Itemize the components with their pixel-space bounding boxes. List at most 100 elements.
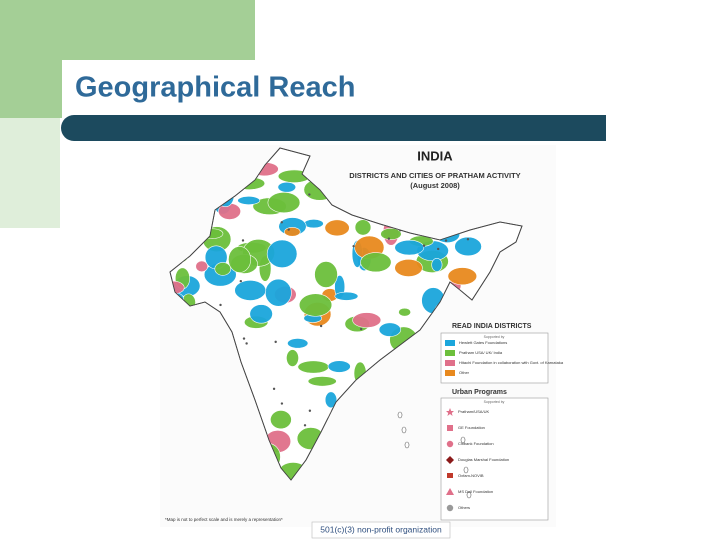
supported-by: Supported by <box>484 335 505 339</box>
legend-swatch <box>445 350 455 356</box>
district-patch <box>327 360 351 373</box>
district-patch <box>447 267 478 286</box>
city-dot <box>272 387 276 391</box>
legend-swatch <box>445 370 455 376</box>
city-dot <box>422 244 426 247</box>
legend-symbol <box>446 408 454 416</box>
urban-legend-title: Urban Programs <box>452 389 507 396</box>
island <box>463 466 469 474</box>
city-dot <box>352 244 355 248</box>
city-dot <box>280 221 283 224</box>
footer-text: 501(c)(3) non-profit organization <box>320 524 442 534</box>
slide-title: Geographical Reach <box>75 72 355 104</box>
supported-by: Supported by <box>484 400 505 404</box>
map-subtitle: DISTRICTS AND CITIES OF PRATHAM ACTIVITY <box>349 171 520 180</box>
footer-box <box>311 521 451 539</box>
districts-legend-title: READ INDIA DISTRICTS <box>452 323 532 330</box>
district-patch <box>307 376 337 387</box>
legend-label: Oxfam-NOVIB <box>458 473 484 478</box>
city-dot <box>287 228 290 231</box>
district-patch <box>378 322 402 337</box>
city-dot <box>308 193 311 196</box>
legend-label: Pratham USA/ UK/ India <box>459 350 503 355</box>
district-patch <box>234 280 267 301</box>
legend-symbol <box>446 504 454 512</box>
city-dot <box>359 327 363 331</box>
island <box>404 441 410 449</box>
city-dot <box>387 237 391 240</box>
city-dot <box>319 324 323 328</box>
district-patch <box>237 196 261 205</box>
island <box>466 491 472 499</box>
district-patch <box>267 192 301 214</box>
legend-label: MS Dell Foundation <box>458 489 493 494</box>
map-title: INDIA <box>417 148 453 163</box>
title-bar <box>61 115 606 141</box>
legend-label: Others <box>458 505 470 510</box>
district-patch <box>324 391 338 409</box>
district-patch <box>394 258 423 277</box>
district-patch <box>352 312 382 328</box>
legend-label: Douglas Marshal Foundation <box>458 457 509 462</box>
district-patch <box>314 261 338 288</box>
legend-label: Other <box>459 370 470 375</box>
district-patch <box>286 349 299 367</box>
title-area <box>62 60 622 118</box>
district-patch <box>249 304 273 324</box>
legend-label: GE Foundation <box>458 425 485 430</box>
city-dot <box>308 409 312 412</box>
district-patch <box>214 262 232 276</box>
city-dot <box>241 239 245 242</box>
legend-label: Citibank Foundation <box>458 441 494 446</box>
legend-symbol <box>446 440 454 448</box>
green-strip <box>0 118 60 228</box>
district-patch <box>284 227 301 237</box>
city-dot <box>466 238 470 241</box>
district-patch <box>195 260 209 273</box>
legend-label: Pratham/USA/UK <box>458 409 489 414</box>
legend-symbol <box>447 473 453 478</box>
district-patch <box>334 291 359 301</box>
city-dot <box>274 340 277 344</box>
district-patch <box>228 246 252 273</box>
map-note: *Map is not to perfect scale and is mere… <box>165 517 283 522</box>
city-dot <box>437 247 440 251</box>
district-patch <box>266 239 298 268</box>
city-dot <box>245 342 248 345</box>
urban-legend-box <box>440 397 549 521</box>
district-patch <box>360 252 392 273</box>
district-patch <box>298 293 333 317</box>
district-patch <box>354 219 372 236</box>
city-dot <box>242 337 246 340</box>
district-patch <box>431 257 443 272</box>
island <box>460 436 466 444</box>
district-patch <box>454 236 482 257</box>
district-patch <box>270 410 292 430</box>
map-date: (August 2008) <box>410 181 460 190</box>
city-dot <box>280 402 284 405</box>
district-patch <box>265 278 292 307</box>
island <box>401 426 407 434</box>
district-patch <box>287 338 309 349</box>
island <box>397 411 403 419</box>
legend-symbol <box>446 488 454 495</box>
district-patch <box>324 219 350 237</box>
district-patch <box>394 239 425 256</box>
legend-swatch <box>445 340 455 346</box>
legend-symbol <box>447 425 453 431</box>
district-patch <box>303 219 324 229</box>
district-patch <box>277 181 297 193</box>
city-dot <box>239 279 243 283</box>
district-patch <box>398 307 412 317</box>
legend-label: Hitachi Foundation in collaboration with… <box>459 360 564 365</box>
districts-legend-box <box>440 332 549 384</box>
legend-label: Hewlett Gates Foundations <box>459 340 507 345</box>
district-patch <box>380 227 402 241</box>
city-dot <box>219 303 222 307</box>
district-patch <box>297 360 330 374</box>
city-dot <box>303 424 307 427</box>
legend-symbol <box>446 456 454 464</box>
legend-swatch <box>445 360 455 366</box>
city-dot <box>444 239 448 242</box>
